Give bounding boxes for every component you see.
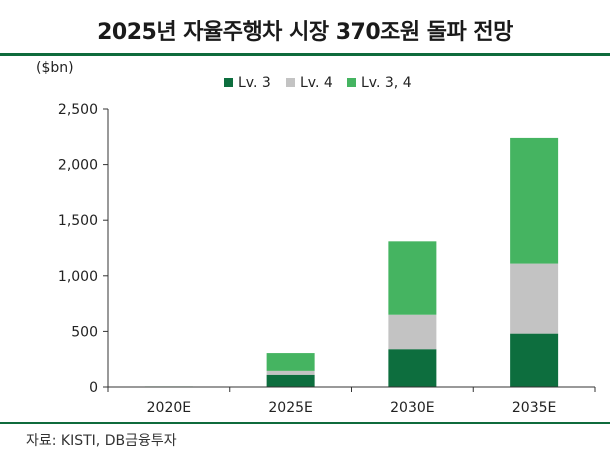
y-axis-unit-label: ($bn) <box>36 60 74 76</box>
y-tick-label: 2,500 <box>58 102 98 118</box>
x-tick-label: 2025E <box>268 400 312 416</box>
legend-label: Lv. 3 <box>238 75 271 91</box>
x-axis: 2020E 2025E 2030E 2035E <box>107 386 596 416</box>
bar-segment <box>388 349 437 387</box>
chart-canvas: ($bn) Lv. 3 Lv. 4 Lv. 3, 4 0 500 1,000 1,500 2… <box>36 60 596 416</box>
legend: Lv. 3 Lv. 4 Lv. 3, 4 <box>224 75 412 91</box>
legend-label: Lv. 4 <box>300 75 333 91</box>
y-tick-label: 500 <box>71 324 98 340</box>
footer-divider <box>0 422 610 424</box>
legend-label: Lv. 3, 4 <box>361 75 412 91</box>
bar-segment <box>266 374 315 387</box>
bar-segment <box>266 370 315 375</box>
bar-segment <box>510 137 559 264</box>
x-tick-label: 2030E <box>390 400 434 416</box>
legend-swatch <box>286 78 295 87</box>
legend-swatch <box>224 78 233 87</box>
y-axis: 0 500 1,000 1,500 2,000 2,500 <box>58 102 109 396</box>
bar-segment <box>266 353 315 371</box>
source-note: 자료: KISTI, DB금융투자 <box>26 433 177 449</box>
bars <box>144 137 559 387</box>
x-tick-label: 2035E <box>512 400 556 416</box>
chart-title: 2025년 자율주행차 시장 370조원 돌파 전망 <box>97 20 513 45</box>
legend-swatch <box>347 78 356 87</box>
bar-segment <box>388 241 437 315</box>
bar-segment <box>388 314 437 350</box>
y-tick-label: 2,000 <box>58 158 98 174</box>
y-tick-label: 1,000 <box>58 269 98 285</box>
x-tick-label: 2020E <box>147 400 191 416</box>
title-bar: 2025년 자율주행차 시장 370조원 돌파 전망 <box>0 0 610 56</box>
bar-segment <box>510 333 559 387</box>
y-tick-label: 0 <box>89 380 98 396</box>
bar-segment <box>510 263 559 334</box>
y-tick-label: 1,500 <box>58 213 98 229</box>
